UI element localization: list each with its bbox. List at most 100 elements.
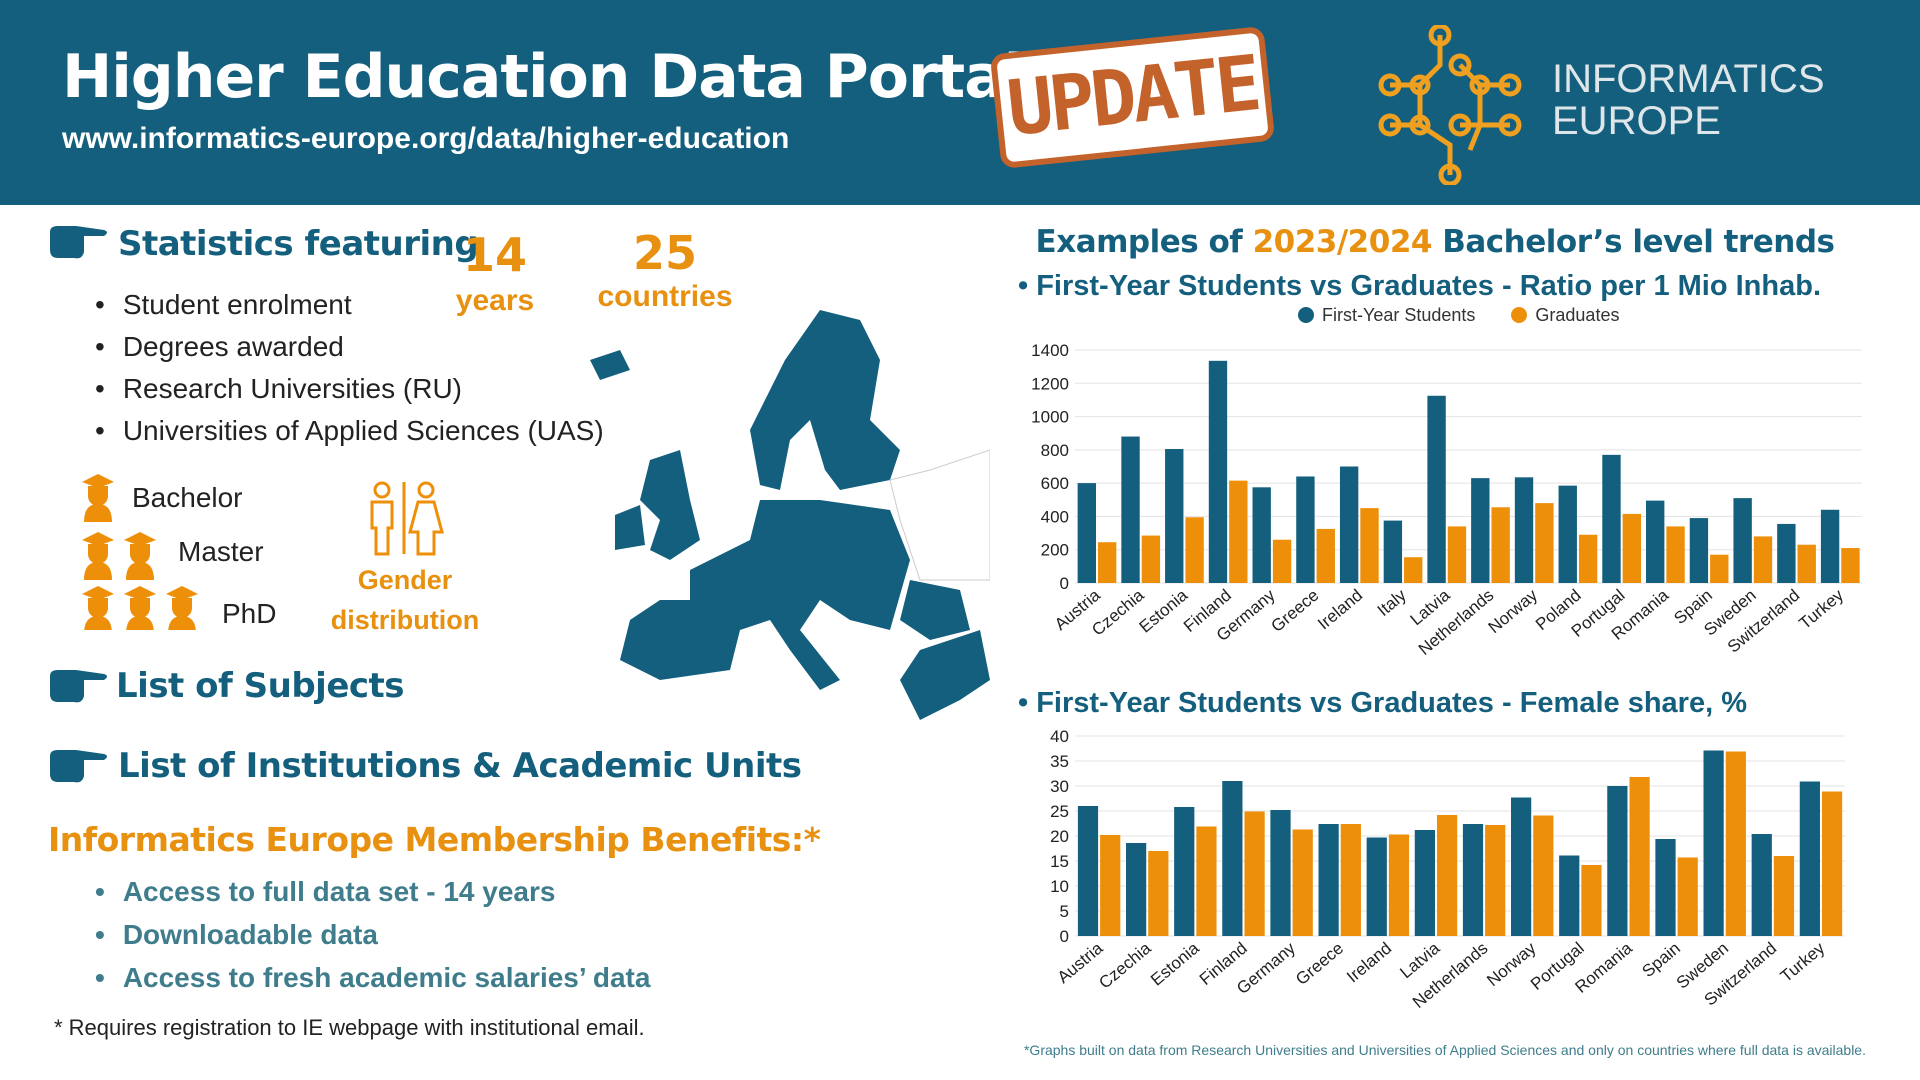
degree-phd: PhD [222, 598, 277, 629]
bar-estonia-1 [1196, 826, 1217, 936]
page-title: Higher Education Data Portal [62, 42, 1024, 112]
charts-footer-note: *Graphs built on data from Research Univ… [1023, 1042, 1866, 1058]
pointing-hand-icon [50, 226, 107, 259]
bar-germany-1 [1292, 829, 1313, 936]
bar-finland-1 [1244, 811, 1265, 936]
bar-estonia-0 [1165, 449, 1184, 583]
benefit-item: Access to fresh academic salaries’ data [95, 956, 651, 999]
y-tick-label: 15 [1050, 852, 1069, 871]
bar-norway-0 [1514, 477, 1534, 583]
chart1-legend: First-Year Students Graduates [1298, 305, 1619, 326]
bar-poland-1 [1578, 534, 1598, 583]
bar-turkey-0 [1820, 509, 1840, 583]
bar-romania-1 [1666, 526, 1685, 583]
pointing-hand-icon [50, 750, 107, 783]
x-tick-label: Ireland [1343, 939, 1395, 987]
pointing-hand-icon [50, 670, 107, 703]
y-tick-label: 600 [1041, 474, 1069, 493]
bar-romania-0 [1646, 500, 1665, 583]
bar-finland-0 [1208, 360, 1228, 583]
logo-line-2: EUROPE [1552, 99, 1721, 143]
bar-greece-0 [1318, 824, 1339, 936]
bar-netherlands-1 [1491, 507, 1510, 583]
bar-estonia-0 [1174, 807, 1195, 936]
bar-estonia-1 [1185, 517, 1204, 583]
legend-swatch-first-year [1298, 307, 1314, 323]
benefit-item: Downloadable data [95, 913, 650, 956]
bar-portugal-1 [1622, 513, 1642, 583]
bar-latvia-0 [1414, 830, 1435, 936]
x-tick-label: Norway [1485, 585, 1542, 637]
bar-norway-0 [1511, 797, 1532, 936]
list-of-subjects-link[interactable]: List of Subjects [116, 666, 405, 706]
bar-turkey-1 [1841, 548, 1860, 583]
x-tick-label: Czechia [1095, 938, 1155, 992]
heading-prefix: Examples of [1035, 224, 1253, 260]
y-tick-label: 5 [1060, 902, 1069, 921]
bar-finland-1 [1229, 480, 1248, 583]
bar-greece-0 [1296, 476, 1315, 583]
chart2-title: • First-Year Students vs Graduates - Fem… [1018, 687, 1747, 719]
bar-sweden-0 [1703, 750, 1724, 936]
bar-latvia-1 [1436, 815, 1458, 936]
bar-ireland-1 [1388, 834, 1410, 936]
bar-austria-0 [1077, 483, 1096, 583]
bar-norway-1 [1535, 503, 1554, 583]
bar-italy-0 [1383, 520, 1403, 583]
feature-item: Student enrolment [95, 284, 604, 326]
bar-finland-0 [1222, 781, 1243, 936]
bar-latvia-1 [1447, 526, 1467, 583]
x-tick-label: Italy [1374, 585, 1410, 620]
bar-romania-1 [1629, 777, 1650, 936]
legend-graduates: Graduates [1535, 305, 1620, 325]
bar-czechia-0 [1121, 436, 1140, 583]
bar-greece-1 [1316, 528, 1335, 583]
legend-swatch-graduates [1511, 307, 1528, 323]
years-number: 14 [462, 228, 527, 282]
bar-romania-0 [1607, 786, 1628, 936]
gender-icon [370, 481, 444, 556]
y-tick-label: 400 [1041, 507, 1069, 526]
bar-sweden-1 [1753, 536, 1773, 583]
europe-map [590, 310, 990, 720]
heading-year: 2023/2024 [1252, 224, 1433, 260]
footnote: * Requires registration to IE webpage wi… [54, 1015, 645, 1040]
portal-url[interactable]: www.informatics-europe.org/data/higher-e… [62, 122, 790, 155]
x-tick-label: Turkey [1796, 585, 1848, 633]
bar-czechia-1 [1148, 851, 1169, 936]
x-tick-label: Estonia [1147, 938, 1203, 989]
feature-item: Degrees awarded [95, 326, 604, 368]
bar-ireland-1 [1360, 508, 1379, 583]
gender-distribution-label: Gender distribution [320, 560, 490, 640]
list-of-institutions-link[interactable]: List of Institutions & Academic Units [118, 746, 802, 786]
statistics-heading: Statistics featuring [118, 224, 479, 264]
y-tick-label: 1200 [1031, 374, 1069, 393]
bar-austria-0 [1077, 806, 1099, 936]
charts-heading: Examples of 2023/2024 Bachelor’s level t… [1020, 224, 1850, 260]
bar-netherlands-0 [1471, 478, 1490, 583]
bar-italy-1 [1404, 557, 1423, 583]
bar-spain-1 [1677, 857, 1698, 936]
informatics-europe-logo-icon [1378, 25, 1522, 185]
y-tick-label: 1400 [1031, 341, 1069, 360]
chart1-title-text: First-Year Students vs Graduates - Ratio… [1036, 270, 1822, 302]
y-tick-label: 10 [1050, 877, 1069, 896]
bar-turkey-0 [1799, 781, 1820, 936]
logo-line-1: INFORMATICS [1552, 57, 1825, 101]
bar-portugal-0 [1559, 855, 1580, 936]
bar-portugal-1 [1581, 865, 1602, 936]
bar-ireland-0 [1339, 466, 1359, 583]
graduate-icons [82, 474, 198, 630]
bar-switzerland-1 [1773, 856, 1795, 936]
y-tick-label: 0 [1060, 574, 1069, 593]
bar-switzerland-0 [1751, 834, 1772, 936]
bar-turkey-1 [1821, 791, 1843, 936]
degree-master: Master [178, 536, 264, 567]
chart1-bar-chart: 0200400600800100012001400AustriaCzechiaE… [1031, 341, 1862, 659]
bar-switzerland-0 [1777, 523, 1796, 583]
degree-bachelor: Bachelor [132, 482, 243, 513]
benefit-item: Access to full data set - 14 years [95, 870, 650, 913]
bar-latvia-0 [1427, 395, 1446, 583]
heading-suffix: Bachelor’s level trends [1431, 224, 1835, 260]
y-tick-label: 1000 [1031, 408, 1069, 427]
